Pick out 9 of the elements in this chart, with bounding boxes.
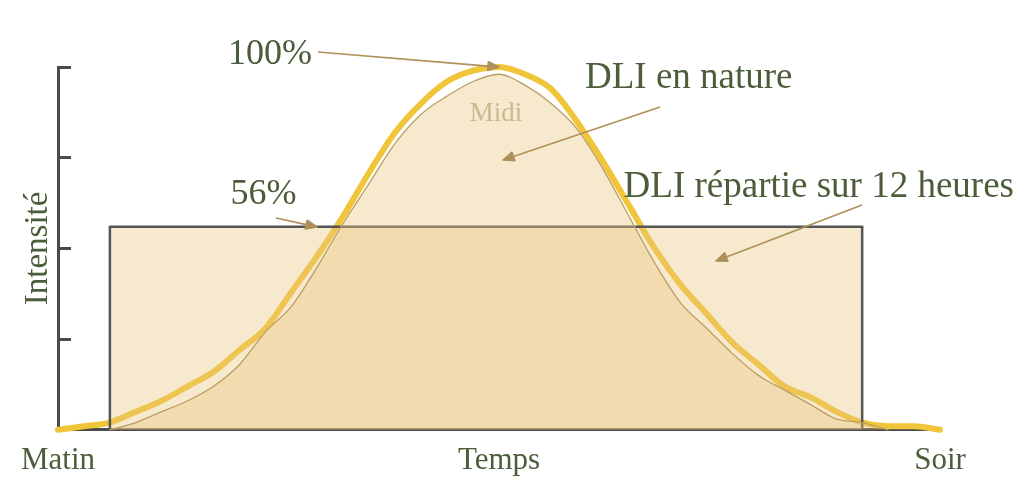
x-tick-label: Soir	[914, 440, 967, 476]
series-label: DLI en nature	[585, 55, 793, 96]
y-axis-title: Intensité	[18, 191, 54, 306]
data-label: 100%	[228, 32, 312, 72]
legend-label: DLI répartie sur 12 heures	[623, 164, 1014, 205]
annotation: Midi	[469, 97, 523, 127]
x-tick-label: Matin	[20, 440, 96, 476]
data-label: 56%	[230, 171, 297, 212]
x-axis-title: Temps	[457, 440, 541, 476]
